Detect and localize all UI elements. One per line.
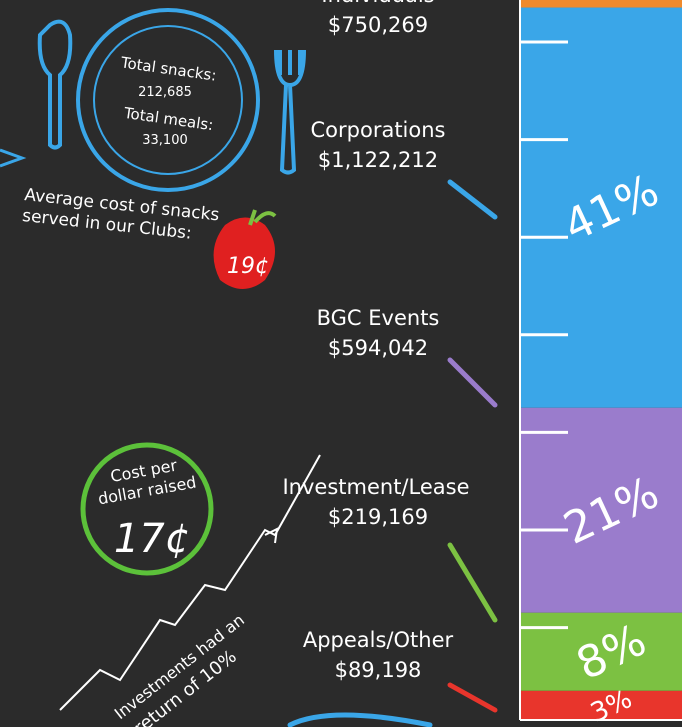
snack-cost-value: 19¢: [227, 254, 269, 279]
snacks-value: 212,685: [138, 85, 192, 100]
source-amount: $750,269: [328, 13, 428, 37]
source-amount: $1,122,212: [318, 148, 438, 172]
cost-per-dollar-value: 17¢: [114, 516, 190, 562]
source-name: Appeals/Other: [303, 628, 454, 652]
source-name: Investment/Lease: [282, 475, 469, 499]
source-amount: $594,042: [328, 336, 428, 360]
source-amount: $89,198: [335, 658, 422, 682]
bar-top-segment: [520, 0, 682, 8]
meals-value: 33,100: [142, 133, 188, 148]
source-amount: $219,169: [328, 505, 428, 529]
source-name: Individuals: [321, 0, 434, 7]
source-name: Corporations: [311, 118, 446, 142]
source-name: BGC Events: [317, 306, 440, 330]
infographic: Total snacks: 212,685 Total meals: 33,10…: [0, 0, 682, 727]
